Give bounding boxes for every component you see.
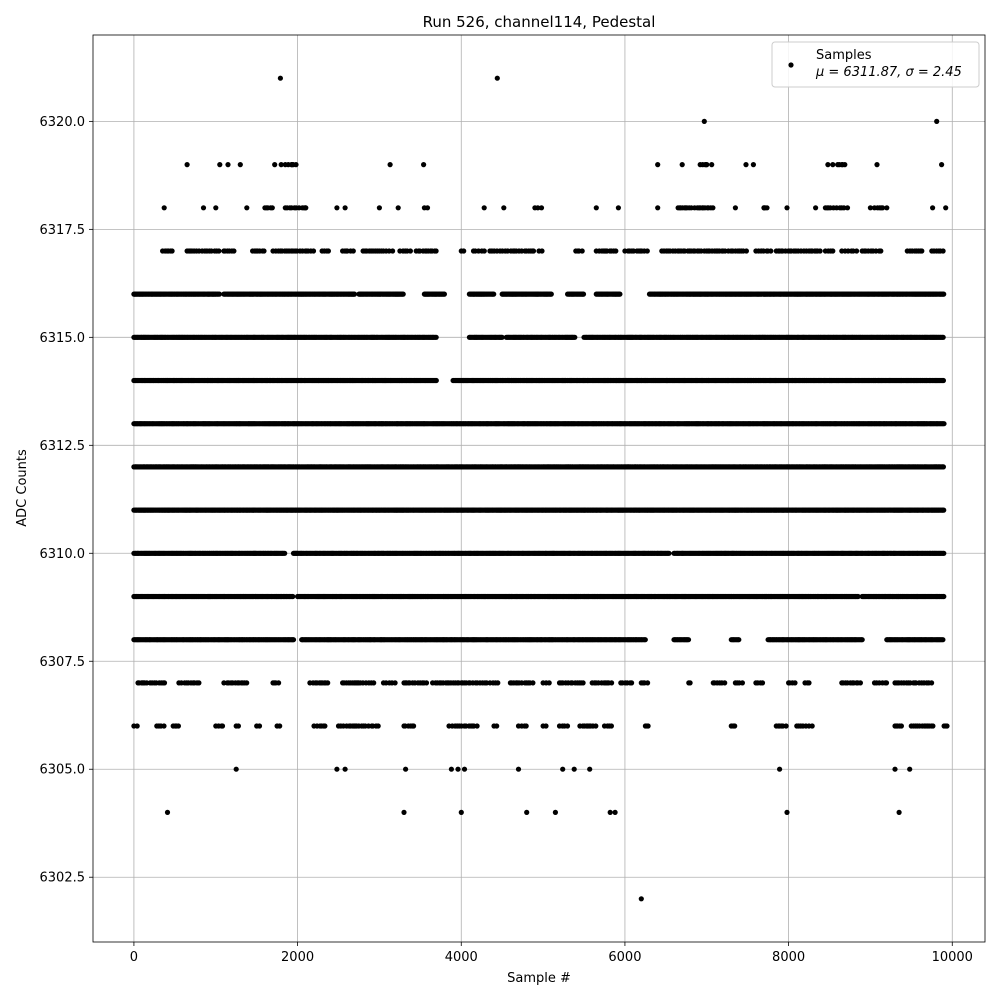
data-point	[941, 550, 947, 556]
data-point	[941, 421, 947, 427]
data-point	[941, 593, 947, 600]
data-point	[685, 637, 692, 643]
data-point	[642, 637, 648, 643]
data-point	[859, 637, 865, 643]
data-point	[290, 593, 296, 600]
data-point	[290, 637, 297, 643]
data-point	[736, 637, 742, 643]
data-point	[666, 550, 672, 556]
data-points	[131, 75, 950, 902]
data-point	[941, 507, 947, 513]
data-point	[282, 550, 288, 556]
data-point	[940, 464, 947, 470]
data-point	[940, 637, 946, 643]
